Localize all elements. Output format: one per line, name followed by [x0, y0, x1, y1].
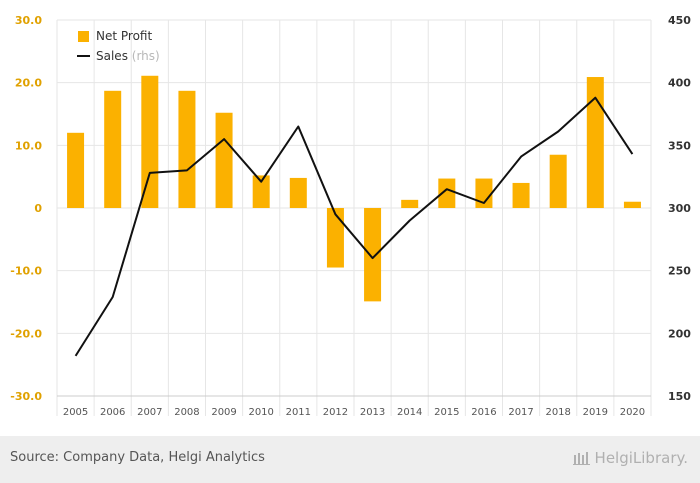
axes: 30.0 20.0 10.0 0 -10.0 -20.0 -30.0 450 400 350 300… [10, 14, 691, 418]
x-tick-label: 2019 [583, 407, 608, 418]
source-note: Source: Company Data, Helgi Analytics [10, 450, 265, 465]
net-profit-bar [364, 208, 382, 302]
y-left-tick-label: 10.0 [15, 139, 42, 152]
gridlines [56, 19, 652, 416]
y-right-tick-label: 350 [668, 139, 691, 152]
legend-sales-name: Sales [96, 49, 128, 63]
y-right-tick-label: 150 [668, 390, 691, 403]
net-profit-bar [289, 177, 307, 208]
legend-net-profit-label: Net Profit [96, 29, 152, 43]
legend-net-profit-swatch [78, 31, 89, 42]
x-tick-label: 2015 [434, 407, 459, 418]
logo-text: HelgiLibrary. [594, 449, 688, 467]
x-tick-label: 2008 [174, 407, 199, 418]
y-left-tick-label: 30.0 [15, 14, 42, 27]
x-tick-label: 2010 [248, 407, 273, 418]
net-profit-bar [141, 75, 159, 208]
legend-sales-label: Sales (rhs) [96, 49, 160, 63]
x-tick-label: 2014 [397, 407, 422, 418]
net-profit-bar [586, 77, 604, 208]
net-profit-bar [438, 178, 456, 208]
net-profit-bar [401, 199, 419, 208]
net-profit-bar [67, 132, 85, 208]
net-profit-bar [623, 201, 641, 208]
net-profit-bar [215, 112, 233, 208]
helgi-library-logo: HelgiLibrary. [572, 449, 688, 467]
net-profit-bar [252, 175, 270, 208]
y-right-tick-label: 200 [668, 327, 691, 340]
y-left-tick-label: 20.0 [15, 77, 42, 90]
x-tick-label: 2013 [360, 407, 385, 418]
sales-line-group [74, 96, 634, 357]
net-profit-bar [178, 90, 196, 208]
x-tick-label: 2011 [286, 407, 311, 418]
x-tick-label: 2009 [211, 407, 236, 418]
y-left-tick-label: -20.0 [10, 327, 42, 340]
y-right-tick-label: 450 [668, 14, 691, 27]
legend: Net Profit Sales (rhs) [77, 29, 160, 63]
x-tick-label: 2018 [545, 407, 570, 418]
x-tick-label: 2016 [471, 407, 496, 418]
y-right-tick-label: 400 [668, 77, 691, 90]
x-tick-label: 2007 [137, 407, 162, 418]
net-profit-bar [104, 90, 122, 208]
y-right-tick-label: 250 [668, 265, 691, 278]
x-tick-label: 2020 [620, 407, 645, 418]
y-left-tick-label: -30.0 [10, 390, 42, 403]
y-left-tick-label: 0 [34, 202, 42, 215]
net-profit-bar [549, 154, 567, 208]
sales-line [74, 96, 634, 357]
legend-sales-suffix: (rhs) [132, 49, 160, 63]
y-right-tick-label: 300 [668, 202, 691, 215]
library-building-icon [572, 452, 590, 465]
x-tick-label: 2005 [63, 407, 88, 418]
net-profit-bar [326, 208, 344, 268]
net-profit-bars [67, 75, 641, 302]
x-tick-label: 2006 [100, 407, 125, 418]
x-tick-label: 2017 [508, 407, 533, 418]
net-profit-bar [512, 182, 530, 208]
x-tick-label: 2012 [323, 407, 348, 418]
combo-chart: 30.0 20.0 10.0 0 -10.0 -20.0 -30.0 450 400 350 300… [10, 14, 691, 418]
y-left-tick-label: -10.0 [10, 265, 42, 278]
